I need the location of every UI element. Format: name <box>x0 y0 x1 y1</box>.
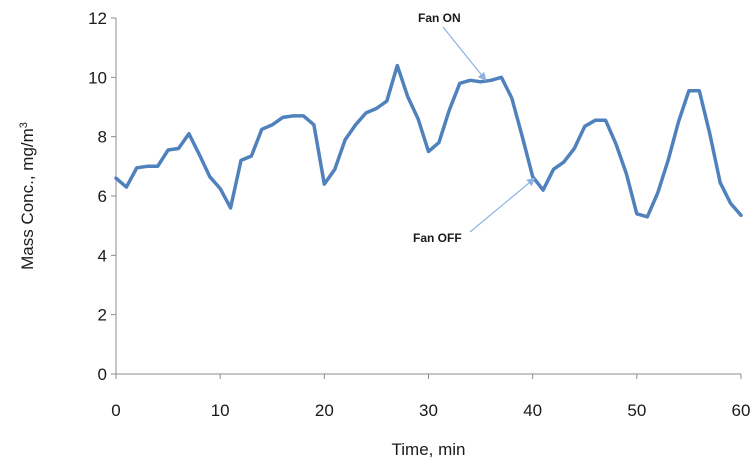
axes <box>111 17 742 379</box>
x-tick-label: 50 <box>627 401 646 420</box>
mass-concentration-line <box>114 63 743 219</box>
y-tick-label: 0 <box>98 365 107 384</box>
x-axis-label: Time, min <box>392 440 466 459</box>
annotation-label: Fan OFF <box>413 231 462 245</box>
annotations: Fan ON Fan OFF <box>413 11 536 245</box>
y-tick-label: 6 <box>98 187 107 206</box>
annotation-label: Fan ON <box>418 11 461 25</box>
x-tick-label: 30 <box>419 401 438 420</box>
x-tick-label: 0 <box>111 401 120 420</box>
annotation-arrow <box>469 177 536 233</box>
y-axis-label: Mass Conc., mg/m3 <box>18 122 37 270</box>
y-tick-label: 12 <box>88 9 107 28</box>
x-tick-label: 20 <box>315 401 334 420</box>
y-axis-label-superscript: 3 <box>18 122 30 128</box>
y-tick-label: 2 <box>98 306 107 325</box>
y-tick-label: 8 <box>98 128 107 147</box>
series-group <box>114 63 743 219</box>
x-tick-labels: 0 10 20 30 40 50 60 <box>111 401 750 420</box>
y-axis-label-text: Mass Conc., mg/m <box>18 128 37 270</box>
x-tick-label: 60 <box>732 401 751 420</box>
y-tick-label: 10 <box>88 68 107 87</box>
annotation-arrow <box>442 26 487 81</box>
x-tick-label: 40 <box>523 401 542 420</box>
y-tick-labels: 0 2 4 6 8 10 12 <box>88 9 107 384</box>
x-tick-label: 10 <box>211 401 230 420</box>
y-tick-label: 4 <box>98 246 107 265</box>
